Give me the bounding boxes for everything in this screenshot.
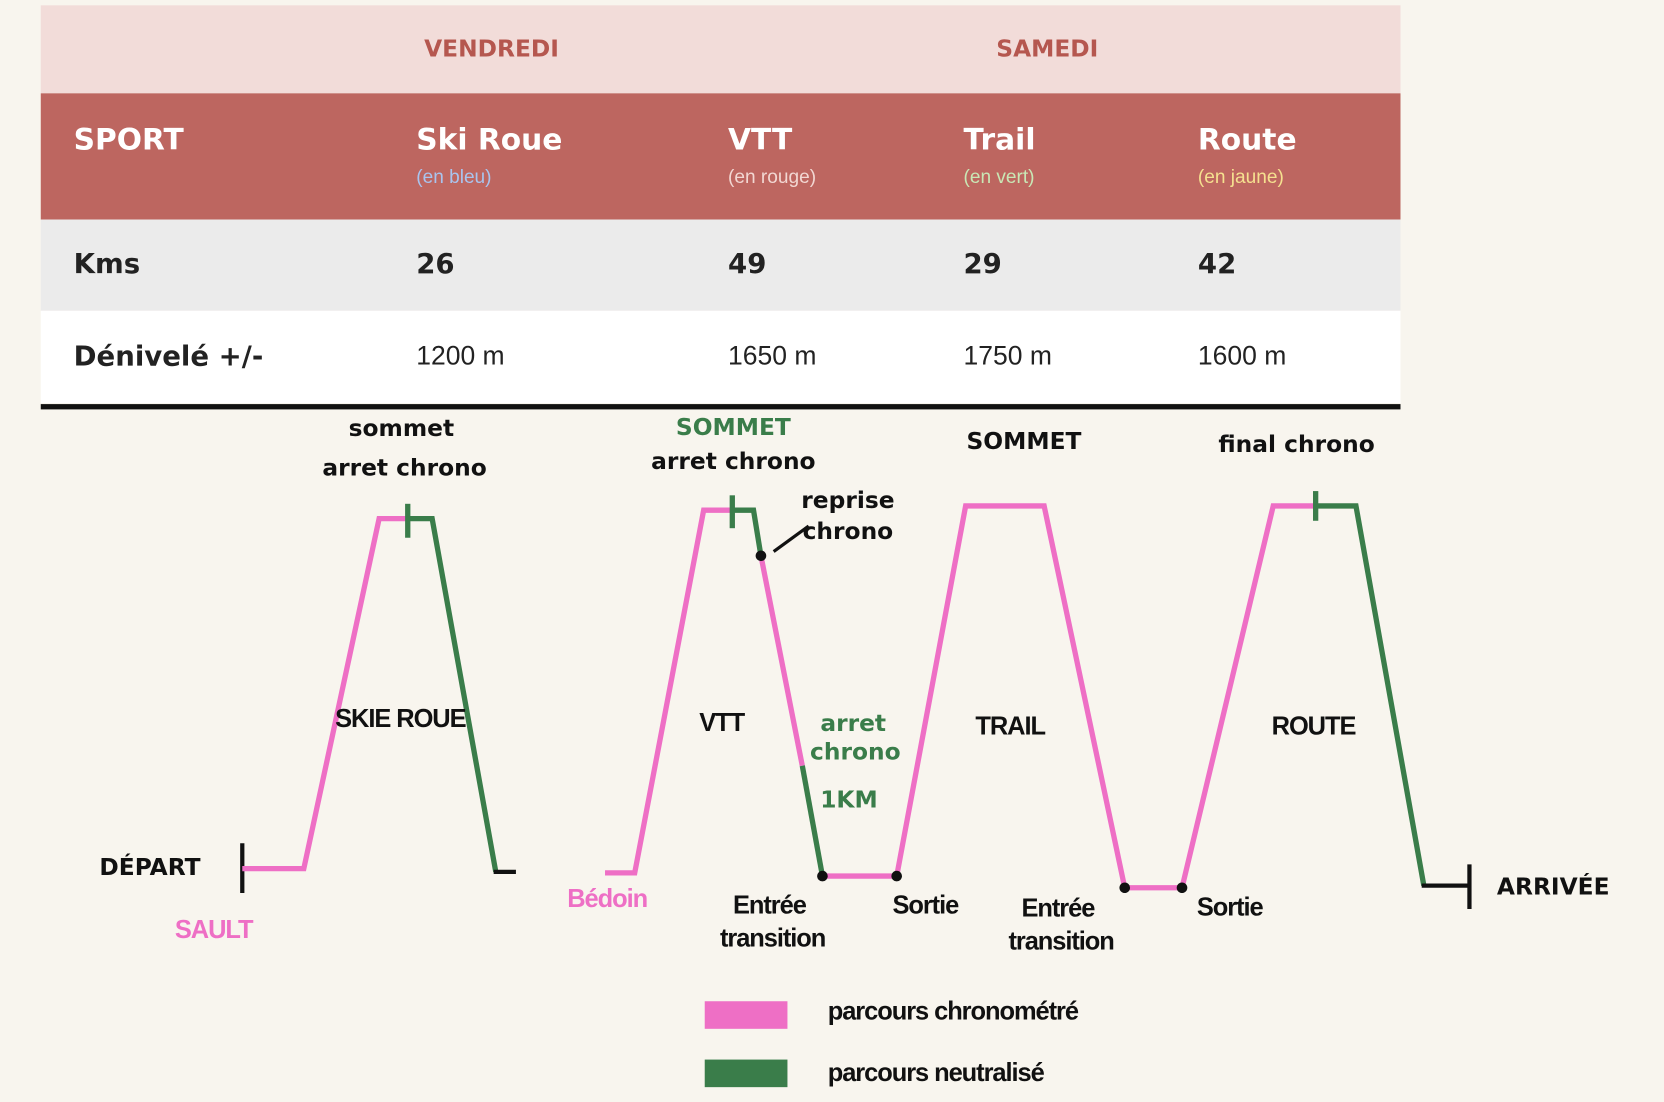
timed-path xyxy=(822,503,1316,891)
cell: Dénivelé +/- xyxy=(74,339,264,372)
header-cell: Route xyxy=(1198,123,1297,158)
label: SKIE ROUE xyxy=(335,705,465,733)
day-row xyxy=(40,5,1401,94)
label: arret chrono xyxy=(322,453,486,481)
label: Sortie xyxy=(1197,894,1264,922)
label: ROUTE xyxy=(1272,712,1356,740)
label: DÉPART xyxy=(99,853,200,881)
cell: 1650 m xyxy=(728,340,816,370)
label: Entrée xyxy=(1022,895,1096,923)
label: arret xyxy=(820,709,886,737)
neutral-path xyxy=(732,507,764,557)
neutral-path xyxy=(407,515,499,873)
legend-label: parcours neutralisé xyxy=(828,1059,1045,1087)
cell: 29 xyxy=(964,247,1002,280)
header-cell: Trail xyxy=(964,123,1036,158)
header-note: (en rouge) xyxy=(728,167,816,188)
label: SOMMET xyxy=(967,427,1082,455)
label: TRAIL xyxy=(975,712,1045,740)
cell: 1750 m xyxy=(964,340,1052,370)
rule xyxy=(40,404,1401,410)
header-cell: VTT xyxy=(728,123,793,158)
timed-path xyxy=(758,555,805,767)
day: SAMEDI xyxy=(996,34,1098,62)
label: Bédoin xyxy=(567,885,647,913)
cell: 1200 m xyxy=(416,340,504,370)
timed-path xyxy=(605,507,733,876)
label: chrono xyxy=(810,738,901,766)
cell: 49 xyxy=(728,247,766,280)
dot xyxy=(1119,882,1131,894)
profile: sommet arret chrono SOMMET arret chrono … xyxy=(99,413,1609,956)
day: VENDREDI xyxy=(424,34,559,62)
label: SOMMET xyxy=(676,413,791,441)
header-cell: Ski Roue xyxy=(416,123,562,158)
dot xyxy=(891,870,903,882)
label: SAULT xyxy=(175,916,254,944)
timed-path xyxy=(242,515,408,872)
neutral-path xyxy=(799,765,826,877)
neutral-path xyxy=(1315,503,1427,887)
row xyxy=(40,219,1401,311)
row xyxy=(40,310,1401,404)
cell: Kms xyxy=(74,247,140,280)
header-note: (en bleu) xyxy=(416,167,491,188)
legend-swatch xyxy=(704,1059,788,1088)
cell: 1600 m xyxy=(1198,340,1286,370)
cell: 26 xyxy=(416,247,454,280)
header-note: (en jaune) xyxy=(1198,167,1284,188)
legend-swatch xyxy=(704,1001,788,1029)
dot xyxy=(755,550,767,562)
label: Sortie xyxy=(892,892,959,920)
label: 1KM xyxy=(820,785,878,813)
pointer xyxy=(772,524,810,553)
header-note: (en vert) xyxy=(964,167,1035,188)
label: sommet xyxy=(349,414,455,442)
label: Entrée xyxy=(733,892,807,920)
label: ARRIVÉE xyxy=(1497,872,1610,900)
header-row xyxy=(40,93,1401,220)
dot xyxy=(817,870,828,882)
label: transition xyxy=(1008,928,1113,956)
dot xyxy=(1176,882,1188,894)
label: arret chrono xyxy=(651,447,815,475)
legend-label: parcours chronométré xyxy=(828,998,1079,1026)
label: reprise xyxy=(801,486,894,514)
header-cell: SPORT xyxy=(74,123,185,158)
label: chrono xyxy=(803,517,894,545)
cell: 42 xyxy=(1198,247,1236,280)
label: transition xyxy=(720,924,825,952)
label: VTT xyxy=(699,709,745,737)
legend: parcours chronométré parcours neutralisé xyxy=(704,998,1080,1088)
table: VENDREDI SAMEDI SPORT Ski Roue VTT Trail… xyxy=(40,5,1401,410)
label: final chrono xyxy=(1218,430,1374,458)
